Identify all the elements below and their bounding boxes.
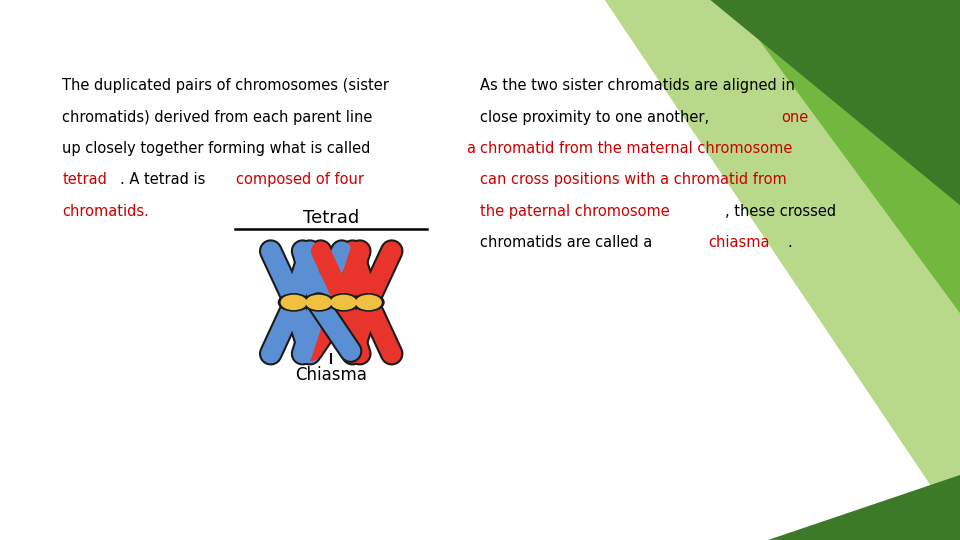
Text: close proximity to one another,: close proximity to one another, <box>480 110 713 125</box>
Text: chromatids) derived from each parent line: chromatids) derived from each parent lin… <box>62 110 372 125</box>
Text: a: a <box>467 141 475 156</box>
Circle shape <box>303 294 334 311</box>
Text: As the two sister chromatids are aligned in: As the two sister chromatids are aligned… <box>480 78 795 93</box>
Text: Chiasma: Chiasma <box>296 366 367 384</box>
Text: one: one <box>781 110 809 125</box>
Text: The duplicated pairs of chromosomes (sister: The duplicated pairs of chromosomes (sis… <box>62 78 389 93</box>
Text: Tetrad: Tetrad <box>303 209 359 227</box>
Text: chromatids are called a: chromatids are called a <box>480 235 657 250</box>
Circle shape <box>353 294 384 311</box>
Polygon shape <box>768 475 960 540</box>
Text: chromatid from the maternal chromosome: chromatid from the maternal chromosome <box>480 141 792 156</box>
Circle shape <box>306 295 331 309</box>
Text: .: . <box>787 235 792 250</box>
Text: chiasma: chiasma <box>708 235 770 250</box>
Text: can cross positions with a chromatid from: can cross positions with a chromatid fro… <box>480 172 787 187</box>
Circle shape <box>281 295 306 309</box>
Text: chromatids.: chromatids. <box>62 204 149 219</box>
Text: , these crossed: , these crossed <box>725 204 836 219</box>
Text: composed of four: composed of four <box>236 172 365 187</box>
Polygon shape <box>710 0 960 205</box>
Text: the paternal chromosome: the paternal chromosome <box>480 204 670 219</box>
Text: . A tetrad is: . A tetrad is <box>120 172 210 187</box>
Circle shape <box>331 295 356 309</box>
Circle shape <box>356 295 381 309</box>
Text: up closely together forming what is called: up closely together forming what is call… <box>62 141 375 156</box>
Polygon shape <box>605 0 960 529</box>
Text: tetrad: tetrad <box>62 172 108 187</box>
Circle shape <box>328 294 359 311</box>
Circle shape <box>278 294 309 311</box>
Polygon shape <box>730 0 960 313</box>
